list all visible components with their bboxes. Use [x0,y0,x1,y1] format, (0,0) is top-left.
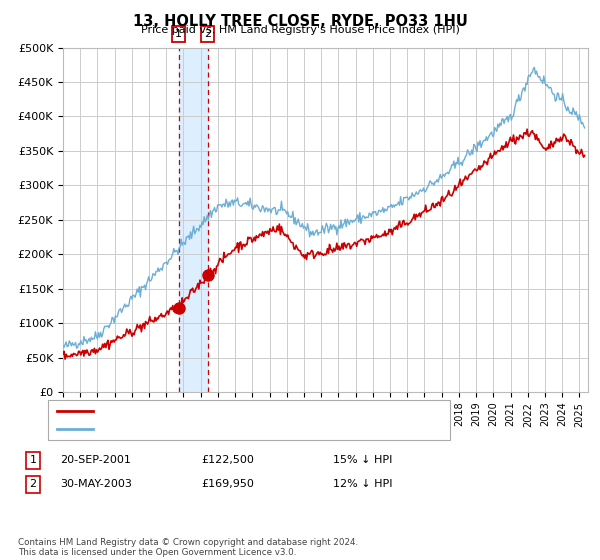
Text: Contains HM Land Registry data © Crown copyright and database right 2024.
This d: Contains HM Land Registry data © Crown c… [18,538,358,557]
Text: 12% ↓ HPI: 12% ↓ HPI [333,479,392,489]
Text: 2: 2 [204,29,211,39]
Bar [179,48,208,392]
Text: £169,950: £169,950 [201,479,254,489]
Text: 13, HOLLY TREE CLOSE, RYDE, PO33 1HU (detached house): 13, HOLLY TREE CLOSE, RYDE, PO33 1HU (de… [100,407,408,417]
Text: 13, HOLLY TREE CLOSE, RYDE, PO33 1HU: 13, HOLLY TREE CLOSE, RYDE, PO33 1HU [133,14,467,29]
Text: £122,500: £122,500 [201,455,254,465]
Text: 1: 1 [29,455,37,465]
Text: 30-MAY-2003: 30-MAY-2003 [60,479,132,489]
Text: 2: 2 [29,479,37,489]
Text: 1: 1 [175,29,182,39]
Text: HPI: Average price, detached house, Isle of Wight: HPI: Average price, detached house, Isle… [100,423,358,433]
Text: 15% ↓ HPI: 15% ↓ HPI [333,455,392,465]
Text: Price paid vs. HM Land Registry's House Price Index (HPI): Price paid vs. HM Land Registry's House … [140,25,460,35]
Text: 20-SEP-2001: 20-SEP-2001 [60,455,131,465]
